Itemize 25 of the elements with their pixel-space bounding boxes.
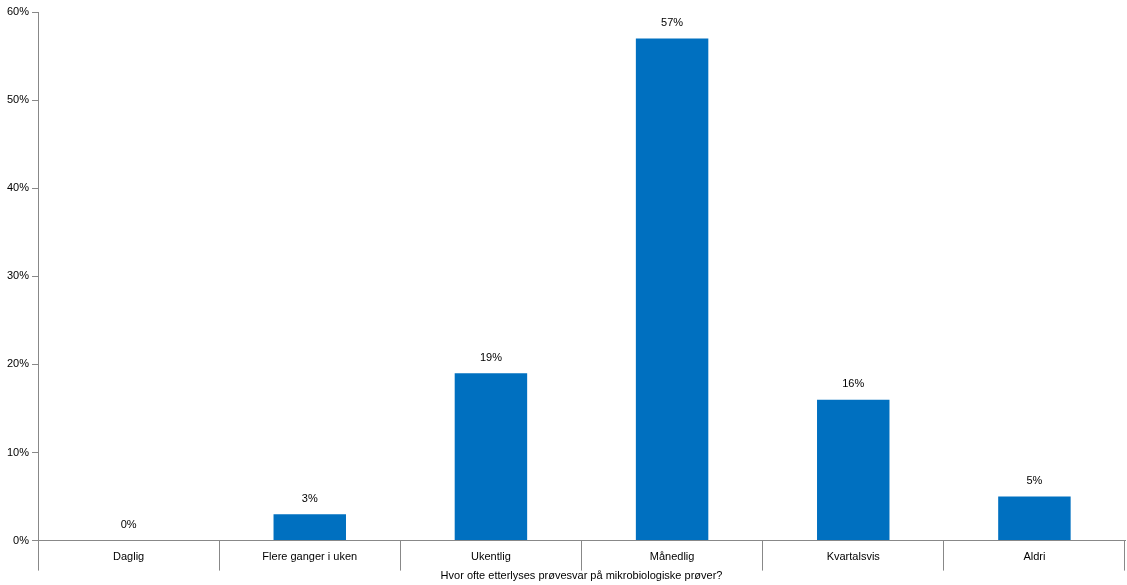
y-tick-label: 10% <box>6 445 30 458</box>
y-tick-label: 50% <box>6 93 30 106</box>
bar <box>635 38 709 541</box>
x-tick-label: Ukentlig <box>471 550 511 563</box>
data-label: 5% <box>1026 474 1043 487</box>
x-tick-label: Aldri <box>1023 550 1046 563</box>
data-label: 0% <box>120 518 137 531</box>
data-label: 57% <box>661 15 684 28</box>
y-tick-label: 20% <box>6 357 30 370</box>
x-tick-label: Kvartalsvis <box>826 550 881 563</box>
x-tick-label: Månedlig <box>649 550 695 563</box>
y-tick-label: 40% <box>6 181 30 194</box>
data-label: 16% <box>842 377 865 390</box>
y-tick-label: 60% <box>6 5 30 18</box>
y-tick-label: 30% <box>6 269 30 282</box>
data-label: 3% <box>301 491 318 504</box>
bar <box>454 373 528 541</box>
bar <box>998 496 1071 541</box>
bar <box>273 514 346 541</box>
bar <box>817 399 890 541</box>
x-tick-label: Daglig <box>113 550 145 563</box>
x-tick-label: Flere ganger i uken <box>262 550 358 563</box>
x-axis-title: Hvor ofte etterlyses prøvesvar på mikrobiologiske prøver? <box>440 569 723 582</box>
data-label: 19% <box>479 350 503 363</box>
y-tick-label: 0% <box>13 533 30 546</box>
